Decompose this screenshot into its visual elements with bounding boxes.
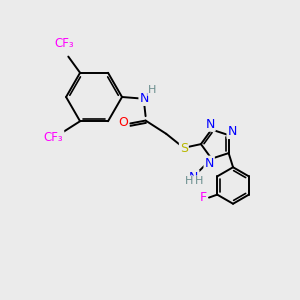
Text: N: N [206, 118, 215, 131]
Text: O: O [118, 116, 128, 128]
Text: H: H [185, 176, 193, 186]
Text: N: N [189, 171, 199, 184]
Text: N: N [140, 92, 149, 105]
Text: H: H [195, 176, 203, 186]
Text: CF₃: CF₃ [54, 37, 74, 50]
Text: H: H [148, 85, 157, 95]
Text: N: N [205, 157, 214, 169]
Text: F: F [200, 191, 207, 204]
Text: S: S [180, 142, 188, 155]
Text: N: N [227, 125, 237, 138]
Text: CF₃: CF₃ [44, 131, 63, 144]
